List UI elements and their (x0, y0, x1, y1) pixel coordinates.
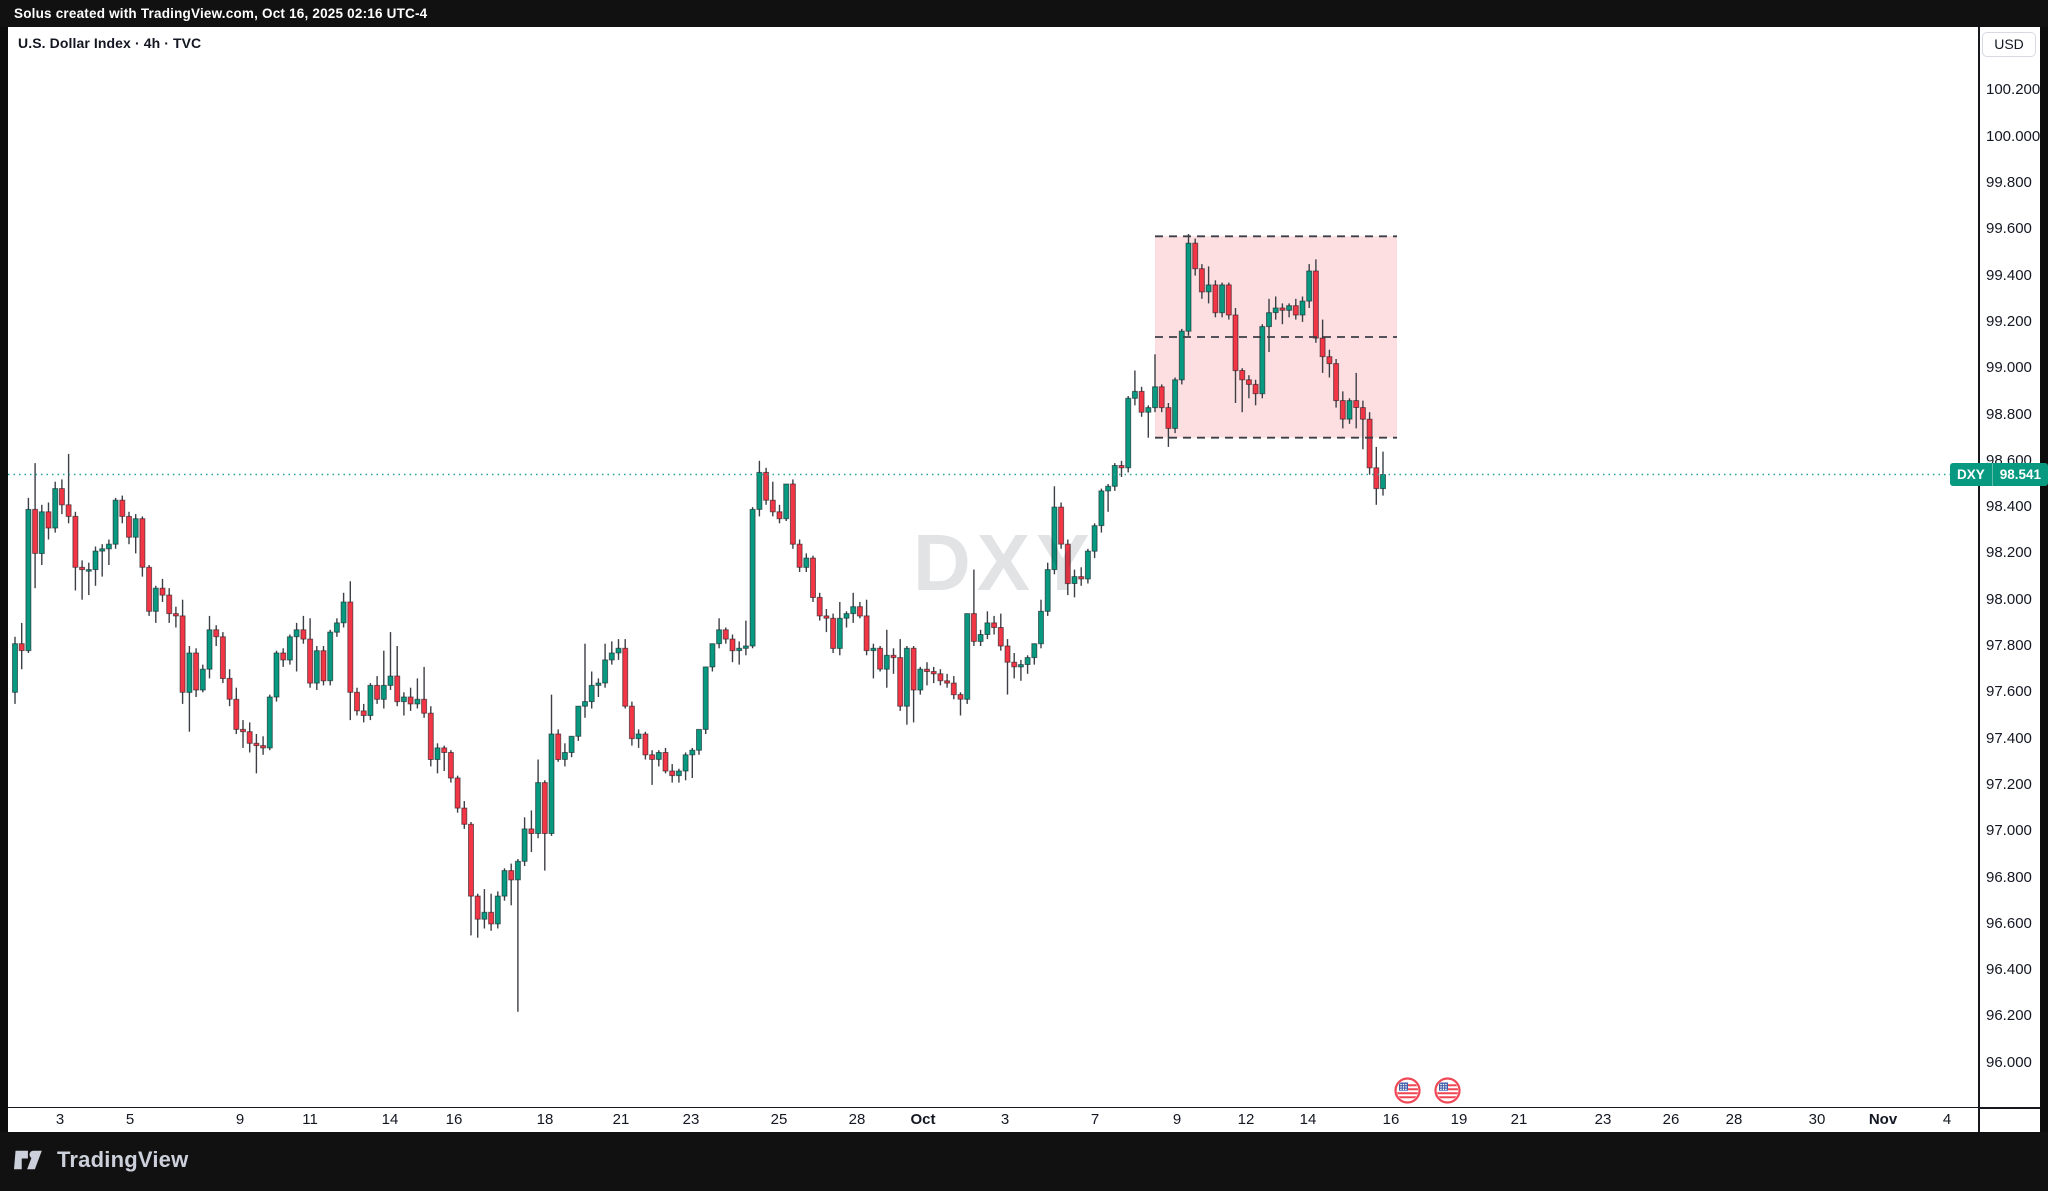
time-tick-label: 5 (125, 1111, 135, 1128)
currency-button[interactable]: USD (1982, 32, 2036, 57)
time-tick-label: 3 (1000, 1111, 1010, 1128)
time-tick-label: 26 (1662, 1111, 1680, 1128)
price-tick-label: 97.000 (1986, 822, 2032, 840)
price-tick-label: 96.000 (1986, 1053, 2032, 1071)
symbol-title[interactable]: U.S. Dollar Index · 4h · TVC (18, 35, 202, 51)
tradingview-logo-icon (14, 1150, 42, 1170)
us-flag-icon[interactable] (1434, 1077, 1461, 1104)
time-tick-label: 14 (381, 1111, 399, 1128)
footer-bar: TradingView (0, 1132, 2048, 1191)
last-price-value: 98.541 (1999, 467, 2042, 482)
tradingview-logo-text: TradingView (57, 1147, 189, 1172)
time-tick-label: 7 (1090, 1111, 1100, 1128)
last-price-symbol: DXY (1957, 467, 1985, 482)
price-tick-label: 100.200 (1986, 81, 2041, 99)
price-tick-label: 99.600 (1986, 220, 2032, 238)
price-tick-label: 96.400 (1986, 961, 2032, 979)
time-tick-label: 3 (55, 1111, 65, 1128)
us-economic-event[interactable] (1434, 1077, 1461, 1104)
time-tick-label: 21 (1510, 1111, 1528, 1128)
price-axis[interactable]: USD 100.200 100.000 99.800 99.600 99.400 99.2… (1978, 27, 2040, 1132)
price-tick-label: 97.200 (1986, 775, 2032, 793)
price-tick-label: 99.200 (1986, 312, 2032, 330)
price-tick-label: 99.800 (1986, 174, 2032, 191)
last-price-label-divider (1991, 463, 1993, 486)
time-tick-label: 23 (1594, 1111, 1612, 1128)
price-tick-label: 98.800 (1986, 405, 2032, 423)
time-tick-label: 28 (1725, 1111, 1743, 1128)
time-tick-label: 28 (848, 1111, 866, 1128)
attribution-text: Solus created with TradingView.com, Oct … (14, 6, 428, 21)
us-flag-icon[interactable] (1394, 1077, 1421, 1104)
time-tick-label: 9 (235, 1111, 245, 1128)
time-tick-label: 16 (445, 1111, 463, 1128)
price-tick-label: 96.200 (1986, 1007, 2032, 1025)
price-tick-label: 99.400 (1986, 266, 2032, 284)
price-tick-label: 96.600 (1986, 914, 2032, 932)
time-tick-label: 9 (1172, 1111, 1182, 1128)
price-tick-label: 97.800 (1986, 637, 2032, 654)
us-economic-event[interactable] (1394, 1077, 1421, 1104)
price-tick-label: 99.000 (1986, 359, 2032, 377)
last-price-label: DXY 98.541 (1950, 463, 2048, 486)
price-tick-label: 98.200 (1986, 544, 2032, 562)
tradingview-brand[interactable]: TradingView (14, 1147, 188, 1173)
time-tick-label: 16 (1382, 1111, 1400, 1128)
time-tick-label: 12 (1237, 1111, 1255, 1128)
time-tick-label: 25 (770, 1111, 788, 1128)
time-tick-label: Nov (1868, 1111, 1898, 1128)
chart-pane[interactable]: DXY U.S. Dollar Index · 4h · TVC (8, 27, 1978, 1107)
time-tick-label: 21 (612, 1111, 630, 1128)
price-tick-label: 98.400 (1986, 498, 2032, 516)
price-tick-label: 97.600 (1986, 683, 2032, 701)
time-tick-label: 19 (1450, 1111, 1468, 1128)
time-tick-label: 14 (1299, 1111, 1317, 1128)
price-axis-divider (1978, 27, 1980, 1132)
time-tick-label: 30 (1808, 1111, 1826, 1128)
symbol-watermark: DXY (913, 518, 1096, 607)
time-tick-label: 18 (536, 1111, 554, 1128)
price-tick-label: 98.000 (1986, 590, 2032, 608)
time-tick-label: 11 (302, 1111, 318, 1128)
time-tick-label: 23 (682, 1111, 700, 1128)
price-tick-label: 100.000 (1986, 127, 2041, 145)
time-axis-divider (8, 1107, 2040, 1109)
price-tick-label: 96.800 (1986, 868, 2032, 886)
attribution-bar: Solus created with TradingView.com, Oct … (0, 0, 2048, 27)
time-tick-label: Oct (910, 1111, 936, 1128)
candlestick-chart[interactable] (8, 27, 1978, 1107)
time-tick-label: 4 (1942, 1111, 1952, 1128)
time-axis[interactable]: 3 5 9 11 14 16 18 21 23 25 28 Oct 3 7 9 12 14 16 19 21 23 26 2… (8, 1108, 1978, 1132)
price-tick-label: 97.400 (1986, 729, 2032, 747)
